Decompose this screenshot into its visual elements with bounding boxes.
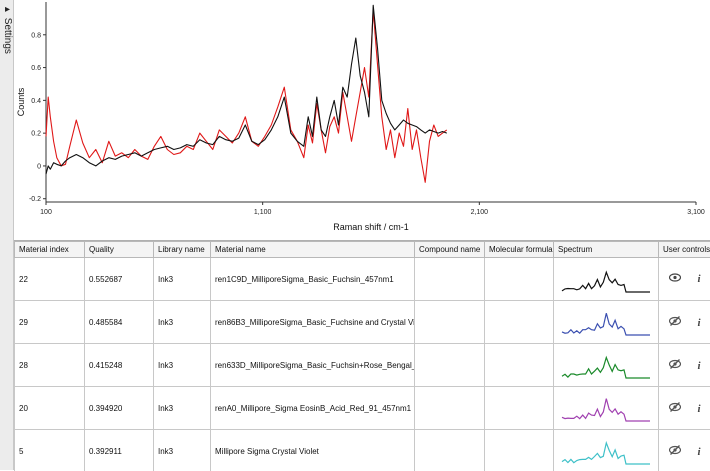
cell-compound <box>415 430 485 471</box>
eye-slash-icon[interactable] <box>668 316 682 329</box>
y-axis-title: Counts <box>16 87 26 116</box>
cell-material: ren633D_MilliporeSigma_Basic_Fuchsin+Ros… <box>211 344 415 387</box>
eye-slash-icon[interactable] <box>668 359 682 372</box>
cell-index: 22 <box>15 258 85 301</box>
cell-library: Ink3 <box>154 387 211 430</box>
column-header[interactable]: Quality <box>85 242 154 258</box>
eye-icon[interactable] <box>668 273 682 285</box>
cell-index: 29 <box>15 301 85 344</box>
spectrum-thumbnail-line <box>562 358 650 379</box>
y-tick-label: 0.8 <box>31 32 41 39</box>
cell-material: Millipore Sigma Crystal Violet <box>211 430 415 471</box>
cell-formula <box>485 387 554 430</box>
cell-material: ren1C9D_MilliporeSigma_Basic_Fuchsin_457… <box>211 258 415 301</box>
cell-compound <box>415 387 485 430</box>
x-tick-label: 3,100 <box>687 209 705 216</box>
settings-panel-toggle[interactable]: ▸ Settings <box>0 0 14 470</box>
column-header[interactable]: User controls <box>659 242 710 258</box>
info-icon[interactable]: i <box>692 273 706 285</box>
cell-quality: 0.392911 <box>85 430 154 471</box>
cell-compound <box>415 344 485 387</box>
info-icon[interactable]: i <box>692 360 706 372</box>
cell-library: Ink3 <box>154 301 211 344</box>
spectrum-thumbnail <box>554 344 658 384</box>
cell-spectrum <box>554 344 659 387</box>
cell-user-controls: i <box>659 258 710 301</box>
cell-user-controls: i <box>659 387 710 430</box>
spectrum-thumbnail-line <box>562 399 650 421</box>
cell-index: 28 <box>15 344 85 387</box>
spectrum-thumbnail <box>554 301 658 341</box>
cell-spectrum <box>554 258 659 301</box>
spectrum-thumbnail <box>554 387 658 427</box>
cell-library: Ink3 <box>154 430 211 471</box>
spectrum-thumbnail <box>554 430 658 470</box>
x-axis-title: Raman shift / cm-1 <box>333 222 409 232</box>
cell-formula <box>485 430 554 471</box>
cell-material: ren86B3_MilliporeSigma_Basic_Fuchsine an… <box>211 301 415 344</box>
column-header[interactable]: Material name <box>211 242 415 258</box>
eye-slash-icon[interactable] <box>668 445 682 458</box>
spectrum-chart-svg: 100 1,100 2,100 3,100 -0.2 0 0.2 0.4 0.6 0.8 Raman… <box>14 0 710 238</box>
cell-formula <box>485 301 554 344</box>
cell-index: 20 <box>15 387 85 430</box>
spectrum-thumbnail-line <box>562 272 650 292</box>
cell-quality: 0.552687 <box>85 258 154 301</box>
info-icon[interactable]: i <box>692 446 706 458</box>
y-tick-label: 0.6 <box>31 65 41 72</box>
y-tick-label: 0 <box>37 163 41 170</box>
cell-spectrum <box>554 301 659 344</box>
x-tick-label: 2,100 <box>471 209 489 216</box>
spectrum-thumbnail-line <box>562 313 650 335</box>
cell-spectrum <box>554 387 659 430</box>
cell-spectrum <box>554 430 659 471</box>
cell-index: 5 <box>15 430 85 471</box>
y-tick-label: 0.2 <box>31 131 41 138</box>
cell-quality: 0.485584 <box>85 301 154 344</box>
info-icon[interactable]: i <box>692 317 706 329</box>
spectrum-thumbnail <box>554 258 658 298</box>
column-header[interactable]: Compound name <box>415 242 485 258</box>
cell-user-controls: i <box>659 301 710 344</box>
cell-quality: 0.415248 <box>85 344 154 387</box>
x-tick-label: 100 <box>40 209 52 216</box>
cell-formula <box>485 344 554 387</box>
x-tick-label: 1,100 <box>254 209 272 216</box>
cell-user-controls: i <box>659 344 710 387</box>
cell-library: Ink3 <box>154 344 211 387</box>
cell-quality: 0.394920 <box>85 387 154 430</box>
info-icon[interactable]: i <box>692 403 706 415</box>
spectrum-chart: 100 1,100 2,100 3,100 -0.2 0 0.2 0.4 0.6 0.8 Raman… <box>14 0 710 238</box>
eye-slash-icon[interactable] <box>668 402 682 415</box>
y-tick-label: -0.2 <box>29 196 41 203</box>
column-header[interactable]: Material index <box>15 242 85 258</box>
column-header[interactable]: Molecular formula <box>485 242 554 258</box>
settings-label: ▸ Settings <box>2 4 13 54</box>
cell-compound <box>415 258 485 301</box>
spectrum-thumbnail-line <box>562 443 650 464</box>
column-header[interactable]: Library name <box>154 242 211 258</box>
cell-compound <box>415 301 485 344</box>
y-tick-label: 0.4 <box>31 98 41 105</box>
cell-library: Ink3 <box>154 258 211 301</box>
cell-material: renA0_Millipore_Sigma EosinB_Acid_Red_91… <box>211 387 415 430</box>
spectrum-series-line-1 <box>46 10 447 182</box>
cell-formula <box>485 258 554 301</box>
column-header[interactable]: Spectrum <box>554 242 659 258</box>
cell-user-controls: i <box>659 430 710 471</box>
